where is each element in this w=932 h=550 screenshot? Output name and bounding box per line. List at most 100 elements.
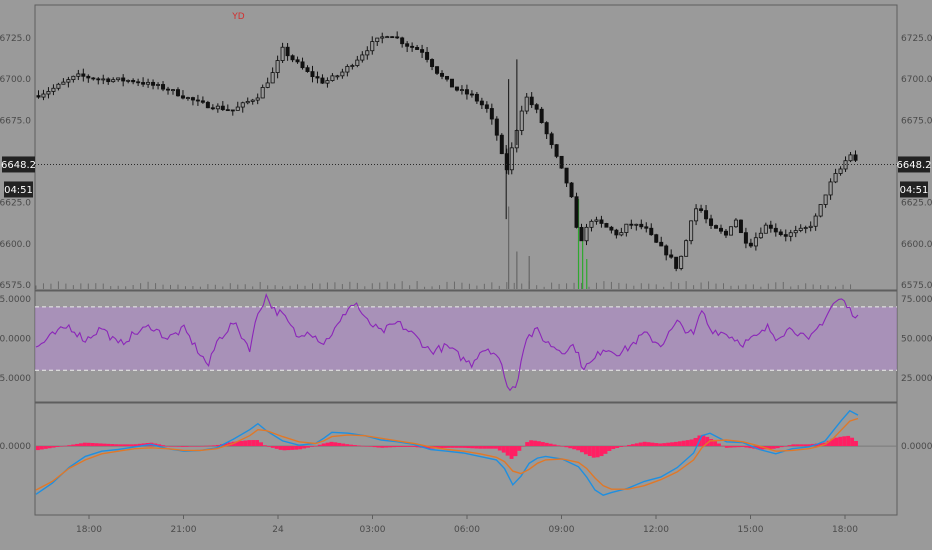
candle-body <box>315 76 320 79</box>
macd-histogram-bar <box>380 446 385 448</box>
macd-histogram-bar <box>756 446 761 450</box>
candle-body <box>833 173 838 183</box>
candle-body <box>330 75 335 81</box>
oscillator-tick-label-right: 25.0000 <box>901 374 932 384</box>
candle-body <box>81 73 86 77</box>
macd-histogram-bar <box>157 444 162 447</box>
macd-histogram-bar <box>165 445 170 447</box>
candle-body <box>76 73 81 77</box>
macd-histogram-bar <box>329 441 334 447</box>
macd-histogram-bar <box>360 445 365 447</box>
macd-histogram-bar <box>94 443 99 447</box>
candle-body <box>210 107 215 110</box>
candle-body <box>280 46 285 61</box>
time-tick-label: 21:00 <box>171 525 197 535</box>
candle-body <box>161 84 166 90</box>
macd-histogram-bar <box>713 441 718 447</box>
macd-histogram-bar <box>673 441 678 447</box>
macd-histogram-bar <box>278 446 283 450</box>
candle-body <box>335 75 340 78</box>
macd-histogram-bar <box>82 442 87 447</box>
candle-body <box>539 108 544 123</box>
macd-histogram-bar <box>568 446 573 449</box>
candle-body <box>743 232 748 244</box>
candle-body <box>823 194 828 205</box>
candle-body <box>350 65 355 67</box>
macd-histogram-bar <box>670 442 674 447</box>
candle-body <box>355 59 360 66</box>
macd-histogram-bar <box>830 438 835 447</box>
macd-histogram-bar <box>302 446 307 449</box>
price-tick-label-left: 6575.0 <box>0 281 31 291</box>
time-tick-label: 18:00 <box>76 525 102 535</box>
macd-histogram-bar <box>388 446 393 448</box>
candle-body <box>599 219 604 224</box>
candle-body <box>464 89 469 95</box>
oscillator-axis-right: 75.0000 50.0000 25.0000 <box>901 295 932 384</box>
macd-histogram-bar <box>235 441 240 447</box>
candle-body <box>390 36 395 39</box>
macd-histogram-bar <box>591 446 596 458</box>
macd-histogram-bar <box>446 446 451 448</box>
macd-histogram-bar <box>43 446 48 449</box>
candle-body <box>415 47 420 50</box>
macd-histogram-bar <box>533 440 537 447</box>
candle-body <box>529 96 534 106</box>
candle-body <box>629 223 634 226</box>
oscillator-tick-label-right: 75.0000 <box>901 295 932 305</box>
candle-body <box>86 75 91 79</box>
candle-body <box>141 82 146 85</box>
price-tick-label-right: 6725.0 <box>901 34 932 44</box>
macd-histogram-bar <box>630 444 635 447</box>
candle-body <box>838 168 843 174</box>
time-tick-label: 24 <box>272 525 284 535</box>
price-tick-label-right: 6675.0 <box>901 116 932 126</box>
candle-body <box>440 72 445 77</box>
candle-body <box>569 182 574 198</box>
candle-body <box>430 59 435 68</box>
candle-body <box>126 79 131 82</box>
macd-histogram-bar <box>137 443 142 447</box>
candle-body <box>594 219 599 222</box>
candle-body <box>549 133 554 146</box>
macd-histogram-bar <box>47 446 52 449</box>
macd-histogram-bar <box>580 446 584 453</box>
price-tick-label-right: 6575.0 <box>901 281 932 291</box>
candlesticks <box>36 31 858 272</box>
macd-histogram-bar <box>439 446 444 449</box>
current-price-label-left: 6648.2 <box>1 156 36 173</box>
macd-histogram-bar <box>654 443 659 447</box>
macd-histogram-bar <box>799 444 804 447</box>
macd-histogram-bar <box>560 446 565 447</box>
macd-histogram-bar <box>517 446 522 451</box>
candle-body <box>151 81 156 86</box>
macd-histogram-bar <box>658 443 663 447</box>
macd-panel[interactable] <box>34 402 898 516</box>
candle-body <box>340 71 345 77</box>
macd-histogram-bar <box>443 446 447 448</box>
candle-body <box>425 51 430 60</box>
macd-histogram-bar <box>701 434 706 447</box>
macd-histogram-bar <box>243 440 248 447</box>
macd-histogram-bar <box>693 437 698 447</box>
candle-body <box>185 97 190 99</box>
candle-body <box>285 46 290 57</box>
macd-histogram-bar <box>717 443 721 447</box>
candle-body <box>360 54 365 61</box>
price-tick-label-right: 6600.0 <box>901 240 932 250</box>
candle-body <box>146 81 151 85</box>
candle-body <box>853 154 858 161</box>
candle-body <box>190 97 195 101</box>
candle-body <box>380 36 385 39</box>
macd-histogram-bar <box>490 446 494 449</box>
macd-histogram-bar <box>184 446 189 447</box>
candle-body <box>240 102 245 108</box>
macd-histogram-bar <box>396 446 400 447</box>
macd-histogram-bar <box>583 446 588 455</box>
macd-histogram-bar <box>270 446 275 448</box>
oscillator-tick-label-right: 50.0000 <box>901 335 932 345</box>
price-tick-label-left: 6700.0 <box>0 75 31 85</box>
oscillator-line <box>35 293 859 392</box>
price-panel[interactable] <box>34 4 898 291</box>
